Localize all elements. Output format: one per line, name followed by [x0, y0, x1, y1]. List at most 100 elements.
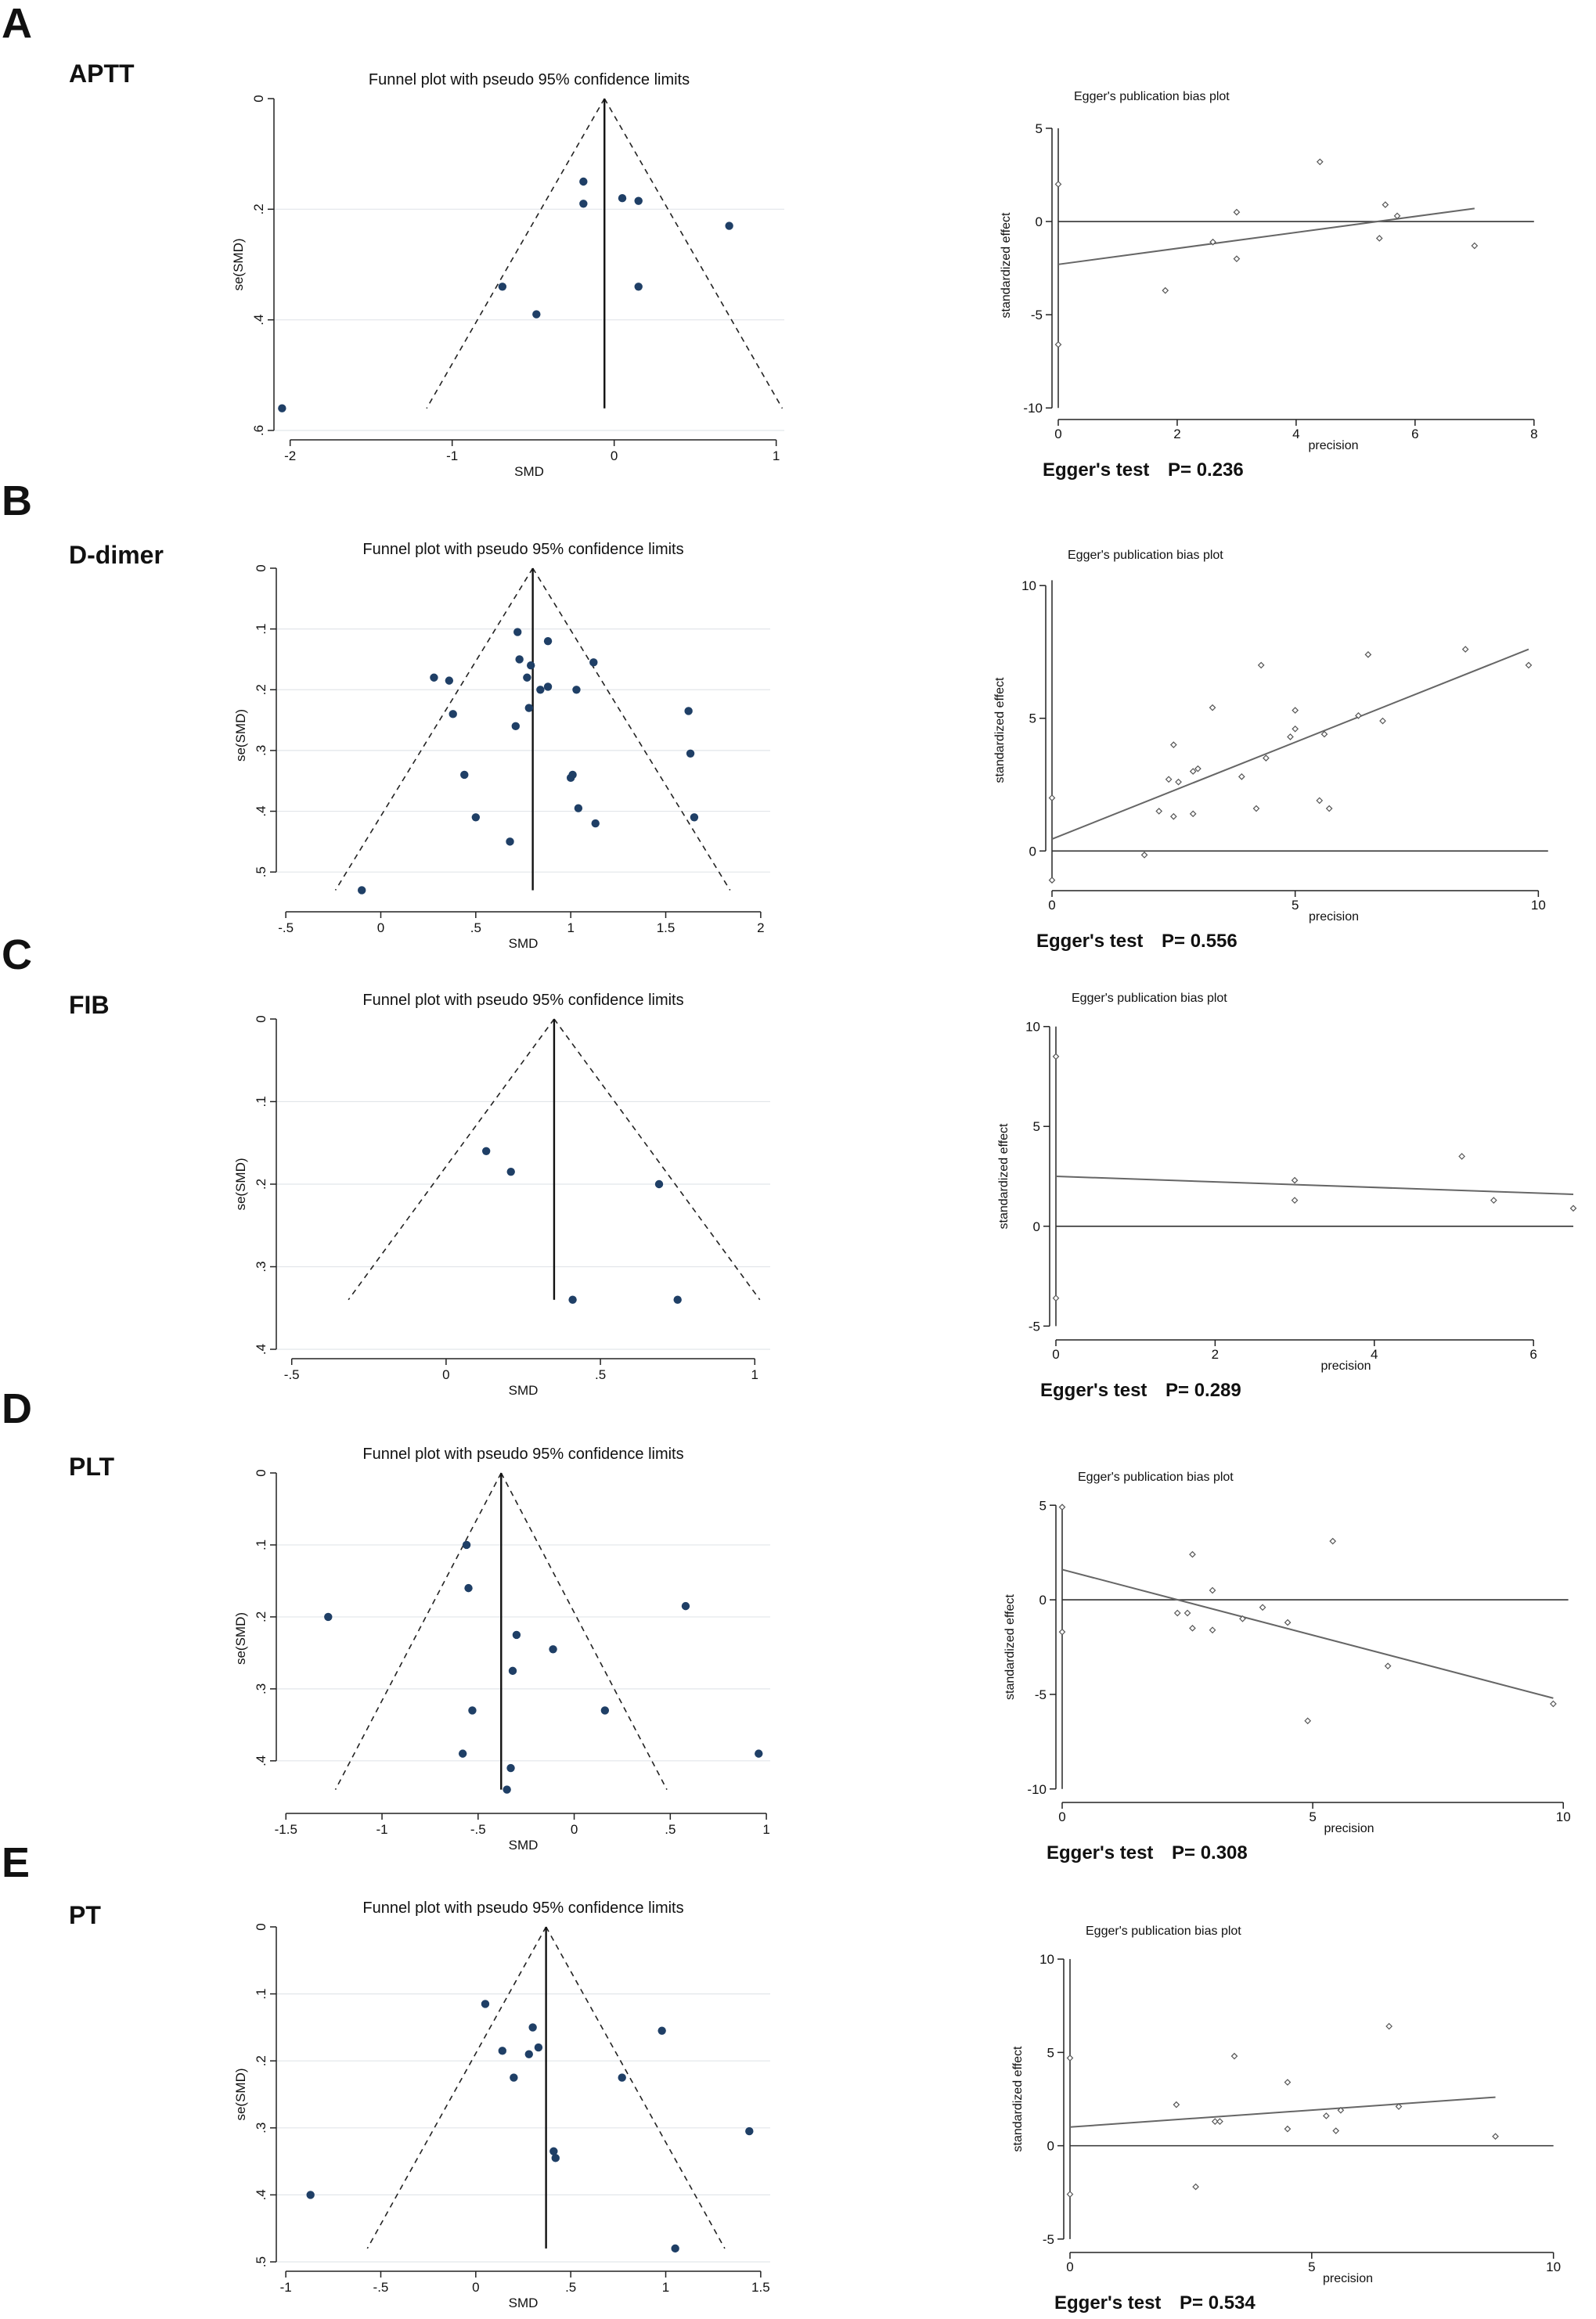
y-tick-label: .3	[254, 1261, 268, 1272]
x-tick-label: 0	[1054, 427, 1061, 441]
y-tick-label: .3	[254, 745, 268, 756]
egger-point	[1230, 2052, 1238, 2060]
study-point	[449, 710, 457, 718]
x-tick-label: 2	[757, 920, 764, 935]
x-tick-label: 0	[571, 1822, 578, 1837]
study-point	[568, 770, 577, 780]
egger-point	[1259, 1604, 1266, 1611]
egger-title: Egger's publication bias plot	[1078, 1471, 1234, 1484]
egger-point	[1393, 212, 1401, 220]
study-point	[572, 686, 581, 694]
y-tick-label: 5	[1029, 711, 1036, 726]
ci-line-left	[334, 1472, 502, 1790]
egger-test-label: Egger's test	[1047, 1842, 1153, 1863]
funnel-ylabel: se(SMD)	[233, 1158, 248, 1210]
study-point	[657, 2026, 666, 2035]
marker-name: FIB	[69, 991, 110, 1019]
x-tick-label: -1	[280, 2280, 292, 2295]
egger-point	[1211, 2118, 1219, 2125]
egger-point	[1189, 768, 1197, 775]
egger-point	[1155, 808, 1163, 815]
x-tick-label: -.5	[470, 1822, 486, 1837]
marker-name: APTT	[69, 59, 135, 88]
egger-point	[1382, 201, 1389, 208]
y-tick-label: -10	[1027, 1782, 1047, 1797]
study-point	[543, 636, 553, 646]
study-point	[524, 2050, 533, 2058]
egger-point	[1287, 733, 1294, 740]
egger-point	[1284, 2079, 1292, 2086]
y-tick-label: 5	[1039, 1498, 1047, 1513]
study-point	[278, 404, 286, 412]
study-point	[503, 1785, 511, 1794]
y-tick-label: .3	[254, 2123, 268, 2134]
study-point	[510, 2073, 518, 2082]
regression-line	[1061, 1568, 1554, 1699]
egger-xlabel: precision	[1309, 910, 1359, 924]
egger-point	[1355, 711, 1362, 719]
egger-point	[1054, 340, 1062, 348]
study-point	[568, 1295, 577, 1304]
egger-point	[1169, 741, 1177, 749]
egger-point	[1263, 754, 1270, 762]
regression-line	[1051, 648, 1529, 840]
egger-point	[1189, 1550, 1196, 1558]
study-point	[532, 310, 541, 319]
study-point	[673, 1295, 682, 1304]
study-point	[511, 722, 520, 731]
x-tick-label: 10	[1531, 898, 1546, 913]
study-point	[549, 1645, 557, 1654]
egger-point	[1169, 812, 1177, 820]
x-tick-label: 6	[1529, 1347, 1537, 1362]
study-point	[549, 2147, 558, 2155]
funnel-title: Funnel plot with pseudo 95% confidence l…	[362, 541, 683, 558]
x-tick-label: .5	[565, 2280, 576, 2295]
x-tick-label: 1	[662, 2280, 669, 2295]
ci-line-right	[531, 567, 731, 891]
y-tick-label: 5	[1047, 2045, 1054, 2060]
y-tick-label: .4	[254, 805, 268, 816]
funnel-xlabel: SMD	[509, 2296, 539, 2310]
egger-point	[1316, 158, 1324, 166]
x-tick-label: 0	[442, 1367, 449, 1382]
egger-point	[1257, 661, 1265, 669]
egger-point	[1140, 852, 1148, 859]
y-tick-label: .1	[254, 1539, 268, 1550]
marker-name: PLT	[69, 1453, 115, 1481]
study-point	[468, 1706, 477, 1715]
egger-p-value: P= 0.534	[1180, 2292, 1256, 2314]
study-point	[460, 770, 469, 780]
x-tick-label: 0	[1066, 2260, 1073, 2274]
egger-xlabel: precision	[1323, 2272, 1373, 2285]
study-point	[445, 676, 454, 685]
y-tick-label: 0	[254, 564, 268, 571]
egger-point	[1569, 1205, 1577, 1212]
egger-point	[1525, 661, 1533, 669]
egger-point	[1320, 730, 1328, 738]
egger-point	[1165, 776, 1173, 783]
egger-point	[1492, 2133, 1499, 2141]
y-tick-label: 10	[1025, 1020, 1040, 1035]
y-tick-label: 0	[254, 1923, 268, 1930]
x-tick-label: 10	[1546, 2260, 1561, 2274]
x-tick-label: 1	[773, 448, 780, 463]
egger-point	[1175, 778, 1182, 786]
y-tick-label: .6	[251, 425, 266, 436]
y-tick-label: .2	[254, 1179, 268, 1190]
x-tick-label: 5	[1292, 898, 1299, 913]
funnel-plot: Funnel plot with pseudo 95% confidence l…	[233, 992, 770, 1398]
study-point	[755, 1749, 763, 1758]
egger-title: Egger's publication bias plot	[1068, 549, 1223, 562]
y-tick-label: 0	[254, 1015, 268, 1022]
egger-point	[1194, 765, 1202, 772]
x-tick-label: 0	[611, 448, 618, 463]
marker-name: PT	[69, 1901, 101, 1929]
egger-plot: Egger's publication bias plot -5 0 5 10 0 2 4 6 s…	[997, 992, 1577, 1401]
egger-point	[1385, 2022, 1392, 2030]
x-tick-label: 1	[567, 920, 574, 935]
study-point	[508, 1666, 517, 1676]
funnel-xlabel: SMD	[509, 936, 539, 951]
x-tick-label: 0	[472, 2280, 479, 2295]
study-point	[634, 196, 643, 205]
